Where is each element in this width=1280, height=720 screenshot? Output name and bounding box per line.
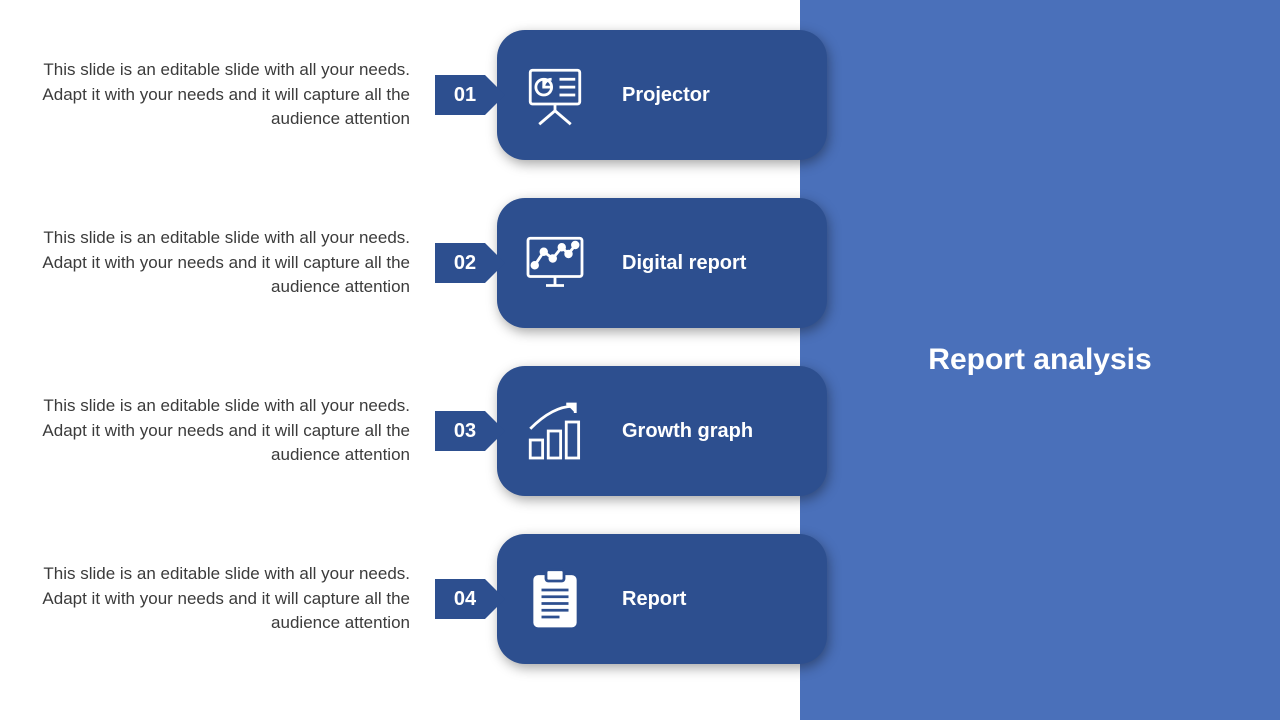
item-description: This slide is an editable slide with all… <box>0 58 420 132</box>
item-label: Growth graph <box>612 420 753 443</box>
right-panel: Report analysis <box>800 0 1280 720</box>
right-panel-title: Report analysis <box>928 343 1151 377</box>
number-tag: 02 <box>435 243 505 283</box>
item-label: Report <box>612 588 686 611</box>
number-tag: 01 <box>435 75 505 115</box>
item-pill: Projector <box>497 30 827 160</box>
number-tag: 04 <box>435 579 505 619</box>
item-pill: Growth graph <box>497 366 827 496</box>
list-item: This slide is an editable slide with all… <box>0 198 840 328</box>
clipboard-icon <box>497 563 612 635</box>
growth-chart-icon <box>497 395 612 467</box>
item-number: 02 <box>454 252 476 275</box>
item-number: 03 <box>454 420 476 443</box>
projector-icon <box>497 59 612 131</box>
item-label: Projector <box>612 84 710 107</box>
item-pill: Report <box>497 534 827 664</box>
item-description: This slide is an editable slide with all… <box>0 394 420 468</box>
item-pill: Digital report <box>497 198 827 328</box>
list-item: This slide is an editable slide with all… <box>0 366 840 496</box>
item-number: 01 <box>454 84 476 107</box>
monitor-chart-icon <box>497 227 612 299</box>
number-tag: 03 <box>435 411 505 451</box>
items-list: This slide is an editable slide with all… <box>0 30 840 664</box>
list-item: This slide is an editable slide with all… <box>0 534 840 664</box>
item-label: Digital report <box>612 252 746 275</box>
item-description: This slide is an editable slide with all… <box>0 562 420 636</box>
item-number: 04 <box>454 588 476 611</box>
item-description: This slide is an editable slide with all… <box>0 226 420 300</box>
list-item: This slide is an editable slide with all… <box>0 30 840 160</box>
